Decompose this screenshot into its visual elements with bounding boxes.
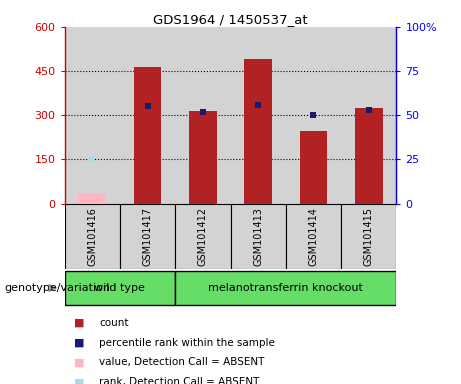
Text: melanotransferrin knockout: melanotransferrin knockout	[208, 283, 363, 293]
Bar	[175, 27, 230, 204]
Bar	[341, 27, 396, 204]
Bar	[230, 204, 286, 269]
Text: GSM101415: GSM101415	[364, 207, 374, 266]
Bar	[189, 111, 217, 204]
Text: GSM101414: GSM101414	[308, 207, 319, 266]
Text: wild type: wild type	[95, 283, 145, 293]
Text: ■: ■	[74, 377, 84, 384]
Bar	[65, 271, 175, 305]
Text: GSM101417: GSM101417	[142, 207, 153, 266]
Bar	[355, 108, 383, 204]
Bar	[244, 59, 272, 204]
Bar	[175, 271, 396, 305]
Text: ■: ■	[74, 358, 84, 367]
Bar	[65, 27, 120, 204]
Text: GSM101416: GSM101416	[87, 207, 97, 266]
Text: genotype/variation: genotype/variation	[5, 283, 111, 293]
Bar	[78, 193, 106, 204]
Text: ■: ■	[74, 338, 84, 348]
Text: ■: ■	[74, 318, 84, 328]
Bar	[134, 67, 161, 204]
Bar	[230, 27, 286, 204]
Text: value, Detection Call = ABSENT: value, Detection Call = ABSENT	[99, 358, 265, 367]
Bar	[65, 204, 120, 269]
Bar	[286, 27, 341, 204]
Text: count: count	[99, 318, 129, 328]
Text: percentile rank within the sample: percentile rank within the sample	[99, 338, 275, 348]
Title: GDS1964 / 1450537_at: GDS1964 / 1450537_at	[153, 13, 308, 26]
Bar	[175, 204, 230, 269]
Text: GSM101413: GSM101413	[253, 207, 263, 266]
Bar	[300, 131, 327, 204]
Text: GSM101412: GSM101412	[198, 207, 208, 266]
Bar	[286, 204, 341, 269]
Text: rank, Detection Call = ABSENT: rank, Detection Call = ABSENT	[99, 377, 260, 384]
Bar	[341, 204, 396, 269]
Bar	[120, 204, 175, 269]
Bar	[120, 27, 175, 204]
